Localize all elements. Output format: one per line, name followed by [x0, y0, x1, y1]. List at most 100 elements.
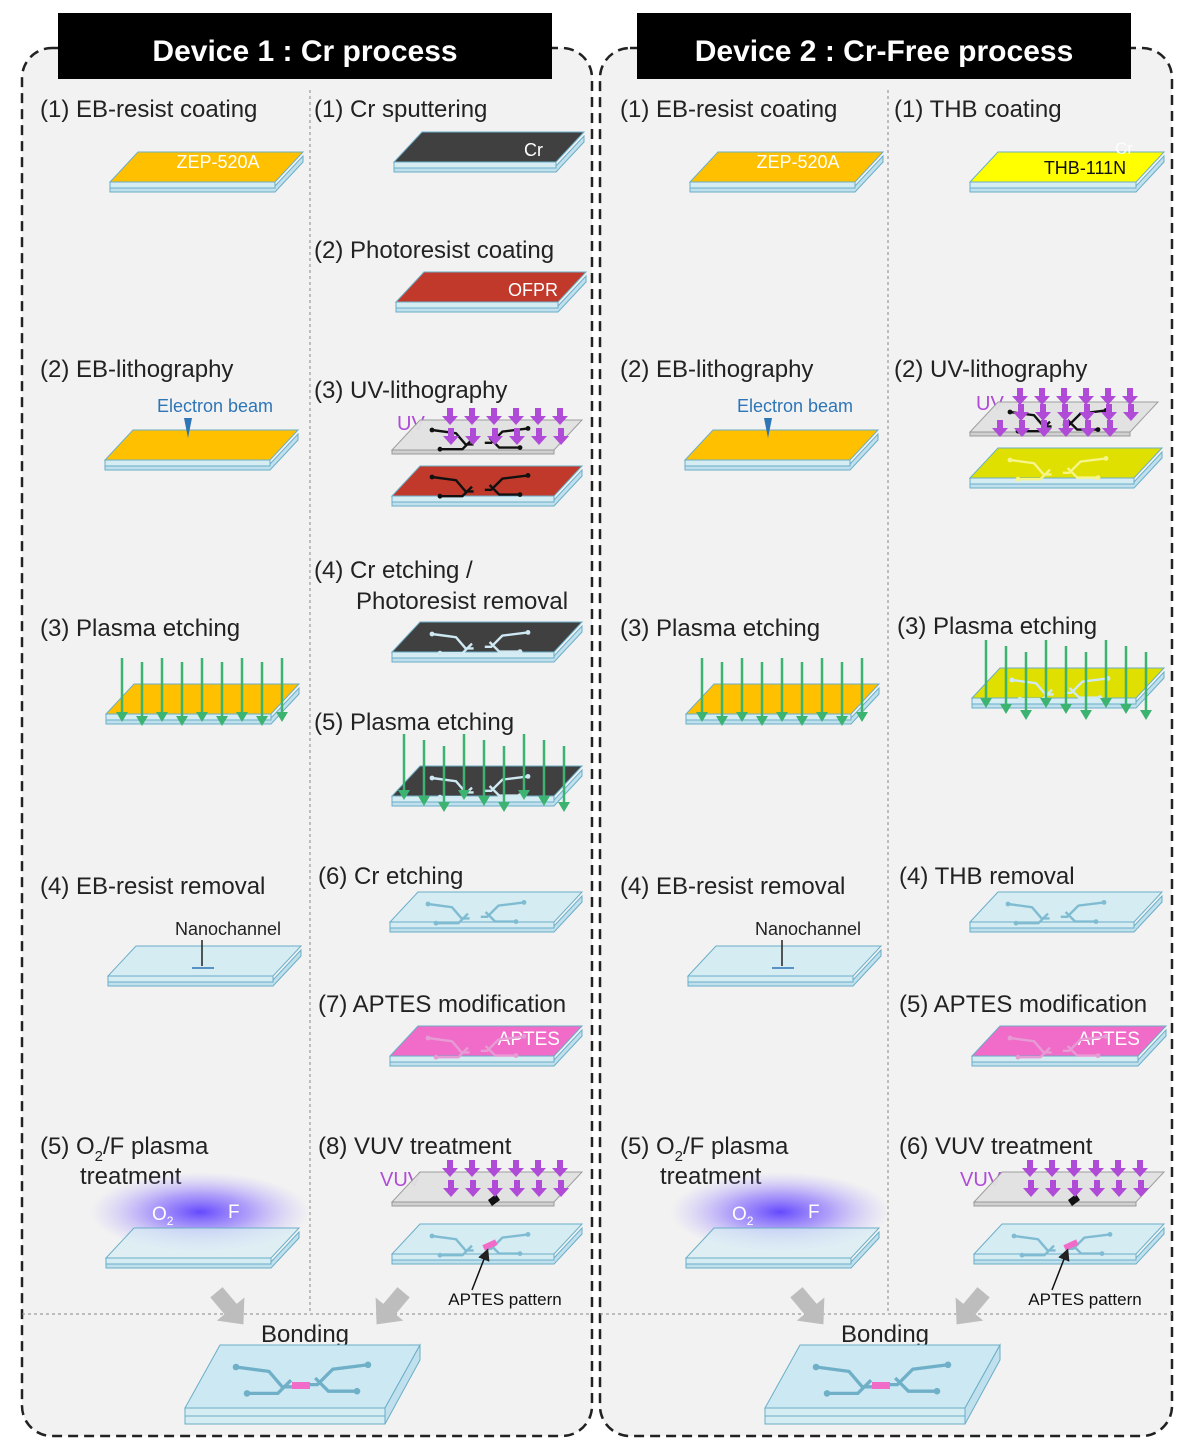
d2-thb-exposed-substrate	[968, 447, 1164, 489]
d2-glass-after-thb-removal	[968, 891, 1164, 933]
d2-plasma-arrow-icon	[1000, 646, 1012, 714]
device2-panel: Device 2 : Cr-Free process (1) EB-resist…	[598, 13, 1174, 1438]
device2-title-box	[637, 13, 1131, 79]
d1-zep-label: ZEP-520A	[176, 152, 259, 172]
d1-plasma-arrow-icon	[558, 746, 570, 812]
d1-plasma-arrow-icon	[136, 662, 148, 726]
d1-plasma-arrow-icon	[458, 734, 470, 800]
d1-merge-arrow-right	[375, 1287, 410, 1325]
uv-arrow-icon	[508, 1160, 524, 1177]
d2-plasma-arrow-icon	[716, 662, 728, 726]
d1-merge-arrow-left	[210, 1287, 245, 1325]
d2-plasma-arrow-icon	[796, 662, 808, 726]
d1-photomask	[390, 419, 584, 455]
d1-left-step-1: (1) EB-resist coating	[40, 96, 257, 123]
d1-bonded-channels	[232, 1361, 372, 1397]
uv-arrow-icon	[1110, 1160, 1126, 1177]
d2-vuv-substrate	[972, 1223, 1166, 1265]
d1-plasma-arrow-icon	[276, 658, 288, 722]
d2-left-step-4: (4) EB-resist removal	[620, 873, 845, 900]
uv-arrow-icon	[1014, 420, 1030, 437]
d1-ofpr-substrate	[394, 271, 588, 313]
d1-aptes-pattern-mark	[482, 1239, 498, 1251]
uv-arrow-icon	[530, 1160, 546, 1177]
uv-arrow-icon	[1044, 1160, 1060, 1177]
d1-right-step-2: (2) Photoresist coating	[314, 237, 554, 264]
d1-bonding-label: Bonding	[261, 1321, 349, 1348]
d1-aptes-label: APTES	[498, 1029, 560, 1050]
uv-arrow-icon	[1034, 388, 1050, 405]
d1-right-step-5: (5) Plasma etching	[314, 709, 514, 736]
d2-right-step-3: (3) Plasma etching	[897, 613, 1097, 640]
uv-arrow-icon	[553, 1180, 569, 1197]
uv-arrow-icon	[1088, 1160, 1104, 1177]
uv-arrow-icon	[553, 428, 569, 445]
uv-arrow-icon	[1023, 1180, 1039, 1197]
d2-plasma-arrow-icon	[1020, 652, 1032, 720]
uv-arrow-icon	[1066, 1160, 1082, 1177]
d2-right-step-2: (2) UV-lithography	[894, 356, 1087, 383]
uv-arrow-icon	[992, 420, 1008, 437]
d1-right-step-4: (4) Cr etching /	[314, 557, 473, 584]
d1-vuv-arrows	[442, 1160, 569, 1197]
d1-zep-coated-substrate	[108, 151, 305, 193]
d2-plasma-arrow-icon	[1060, 646, 1072, 714]
d2-plasma-arrow-icon	[756, 662, 768, 726]
d2-aptes-label: APTES	[1078, 1029, 1140, 1050]
d2-thb-label: THB-111N	[1044, 158, 1126, 178]
d1-ofpr-label: OFPR	[508, 280, 558, 300]
d2-plasma-arrow-icon	[816, 658, 828, 722]
d2-nanochannel-substrate	[686, 945, 883, 987]
d2-plasma-arrow-icon	[1100, 640, 1112, 708]
d1-right-step-1: (1) Cr sputtering	[314, 96, 487, 123]
uv-arrow-icon	[1122, 388, 1138, 405]
d2-plasma-arrow-icon	[776, 658, 788, 722]
uv-arrow-icon	[531, 428, 547, 445]
d2-vuv-mask-window	[1068, 1194, 1080, 1206]
d2-left-step-5: (5) O2/F plasma	[620, 1133, 789, 1165]
d2-nanochannel-label: Nanochannel	[755, 919, 861, 939]
d2-plasma-arrow-icon	[1080, 652, 1092, 720]
d1-left-step-4: (4) EB-resist removal	[40, 873, 265, 900]
d1-plasma-arrow-icon	[116, 658, 128, 722]
uv-arrow-icon	[465, 428, 481, 445]
d1-aptes-pattern-pointer	[471, 1248, 490, 1291]
d1-right-step-8: (8) VUV treatment	[318, 1133, 512, 1160]
uv-arrow-icon	[1133, 1180, 1149, 1197]
device2-title: Device 2 : Cr-Free process	[695, 35, 1074, 68]
d1-right-step-3: (3) UV-lithography	[314, 377, 507, 404]
d2-plasma-arrow-icon	[1140, 652, 1152, 720]
d2-plasma-arrow-icon	[836, 662, 848, 726]
d2-glass-channels	[1005, 900, 1107, 926]
d2-right-step-6: (6) VUV treatment	[899, 1133, 1093, 1160]
d1-o2f-substrate	[104, 1227, 301, 1269]
d2-left-step-3: (3) Plasma etching	[620, 615, 820, 642]
d2-vuv-mask	[972, 1171, 1166, 1207]
device1-panel: Device 1 : Cr process (1) EB-resist coat…	[20, 13, 594, 1438]
d1-nanochannel-substrate	[106, 945, 303, 987]
uv-arrow-icon	[1035, 404, 1051, 421]
d2-aptes-channels	[1007, 1034, 1109, 1060]
uv-arrow-icon	[531, 1180, 547, 1197]
uv-arrow-icon	[1101, 404, 1117, 421]
uv-arrow-icon	[1100, 388, 1116, 405]
d1-plasma-arrow-icon	[196, 658, 208, 722]
d2-o2f-substrate	[684, 1227, 881, 1269]
d2-plasma-arrow-icon	[1040, 640, 1052, 708]
uv-arrow-icon	[442, 408, 458, 425]
uv-arrow-icon	[1045, 1180, 1061, 1197]
device1-title-box	[58, 13, 552, 79]
d1-aptes-pattern-label: APTES pattern	[448, 1290, 561, 1309]
uv-arrow-icon	[1056, 388, 1072, 405]
d1-cr-etched-substrate	[390, 621, 584, 663]
d1-exposed-pattern	[429, 473, 531, 499]
uv-arrow-icon	[1058, 420, 1074, 437]
uv-arrow-icon	[1022, 1160, 1038, 1177]
d2-thb-coated-substrate	[968, 151, 1166, 193]
d2-plasma-arrow-icon	[980, 640, 992, 708]
d2-vuv-arrows	[1022, 1160, 1149, 1197]
uv-arrow-icon	[1036, 420, 1052, 437]
d2-left-step-1: (1) EB-resist coating	[620, 96, 837, 123]
